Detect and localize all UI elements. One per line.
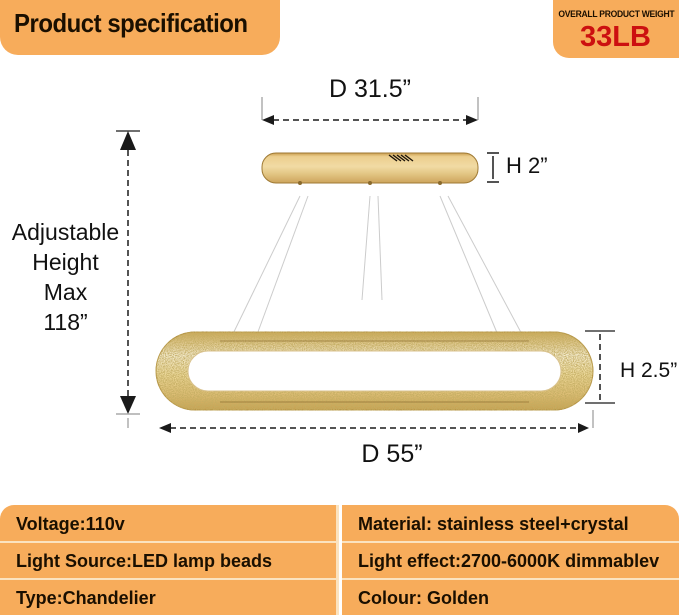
svg-text:H 2.5”: H 2.5” xyxy=(620,359,677,382)
svg-text:D 55”: D 55” xyxy=(361,440,422,468)
svg-text:H 2”: H 2” xyxy=(506,153,548,178)
svg-text:D 31.5”: D 31.5” xyxy=(329,75,411,103)
